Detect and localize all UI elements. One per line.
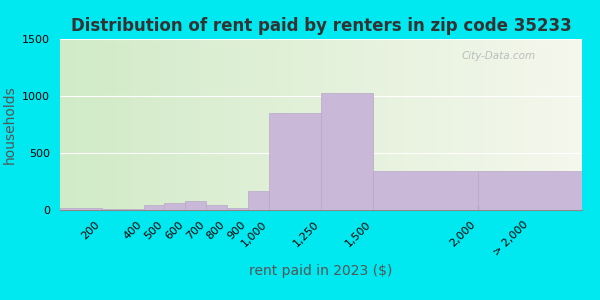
X-axis label: rent paid in 2023 ($): rent paid in 2023 ($) <box>250 264 392 278</box>
Bar <box>143 205 164 210</box>
Bar <box>248 191 269 210</box>
Bar <box>206 205 227 210</box>
Bar <box>478 171 582 210</box>
Bar <box>373 171 478 210</box>
Bar <box>227 208 248 210</box>
Text: City-Data.com: City-Data.com <box>462 51 536 61</box>
Bar <box>185 202 206 210</box>
Y-axis label: households: households <box>3 85 17 164</box>
Bar <box>321 93 373 210</box>
Bar <box>102 209 143 210</box>
Bar <box>164 203 185 210</box>
Bar <box>269 113 321 210</box>
Bar <box>60 208 102 210</box>
Title: Distribution of rent paid by renters in zip code 35233: Distribution of rent paid by renters in … <box>71 17 571 35</box>
